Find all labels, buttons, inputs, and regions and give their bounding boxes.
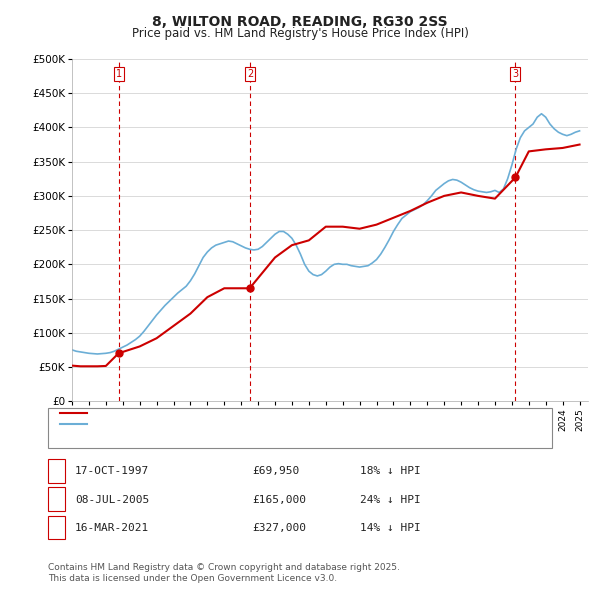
Text: £165,000: £165,000 — [252, 495, 306, 504]
Text: Contains HM Land Registry data © Crown copyright and database right 2025.
This d: Contains HM Land Registry data © Crown c… — [48, 563, 400, 583]
Text: £327,000: £327,000 — [252, 523, 306, 533]
Text: Price paid vs. HM Land Registry's House Price Index (HPI): Price paid vs. HM Land Registry's House … — [131, 27, 469, 40]
Text: 16-MAR-2021: 16-MAR-2021 — [75, 523, 149, 533]
Text: 1: 1 — [53, 467, 60, 476]
Text: 2: 2 — [53, 495, 60, 504]
Text: 17-OCT-1997: 17-OCT-1997 — [75, 467, 149, 476]
Text: 14% ↓ HPI: 14% ↓ HPI — [360, 523, 421, 533]
Text: 18% ↓ HPI: 18% ↓ HPI — [360, 467, 421, 476]
Text: HPI: Average price, semi-detached house, Reading: HPI: Average price, semi-detached house,… — [90, 419, 337, 428]
Text: 3: 3 — [53, 523, 60, 533]
Text: 1: 1 — [116, 69, 122, 79]
Text: 8, WILTON ROAD, READING, RG30 2SS (semi-detached house): 8, WILTON ROAD, READING, RG30 2SS (semi-… — [90, 408, 394, 418]
Text: 3: 3 — [512, 69, 518, 79]
Text: 24% ↓ HPI: 24% ↓ HPI — [360, 495, 421, 504]
Text: £69,950: £69,950 — [252, 467, 299, 476]
Text: 8, WILTON ROAD, READING, RG30 2SS: 8, WILTON ROAD, READING, RG30 2SS — [152, 15, 448, 29]
Text: 08-JUL-2005: 08-JUL-2005 — [75, 495, 149, 504]
Text: 2: 2 — [247, 69, 253, 79]
